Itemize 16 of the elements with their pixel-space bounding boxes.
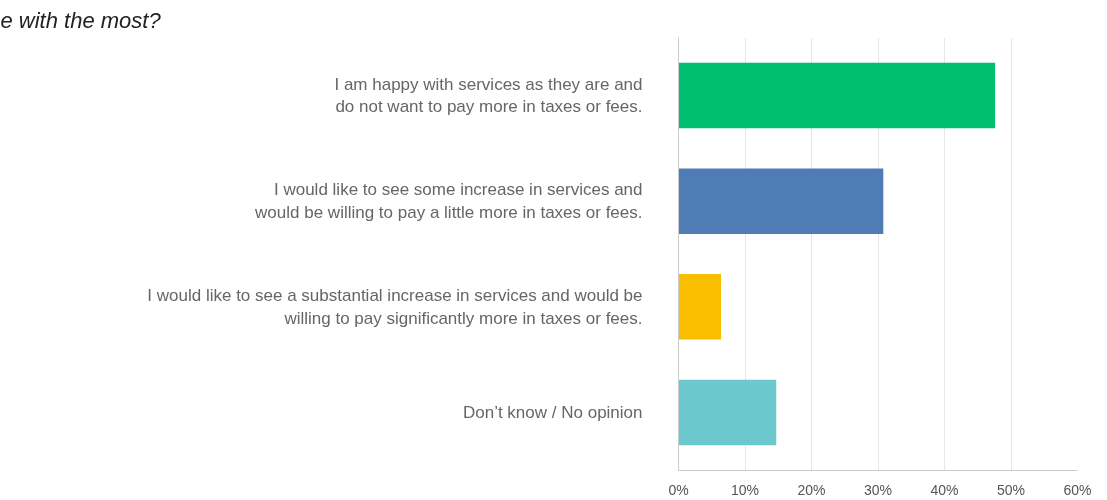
y-tick-label: I would like to see some increase in services and would be willing to pay a little more in taxes or fees. [254,180,643,223]
bar [678,62,996,129]
x-tick-label: 10% [730,481,760,498]
bar [678,379,777,446]
y-tick-label: Don’t know / No opinion [462,402,643,422]
x-tick-label: 60% [1063,481,1092,498]
bar [678,168,884,234]
x-tick-label: 20% [797,481,826,498]
text: e with the most? [0,7,162,33]
x-tick-label: 50% [996,481,1026,498]
x-tick-label: 40% [930,481,959,498]
x-tick-label: 30% [863,481,893,498]
x-tick-label: 0% [668,481,689,498]
y-tick-label: I would like to see a substantial increase in services and would be willing to pay significantly more in taxes or fees. [147,285,643,328]
bar [678,274,722,340]
y-tick-label: I am happy with services as they are and do not want to pay more in taxes or fees. [334,74,643,117]
